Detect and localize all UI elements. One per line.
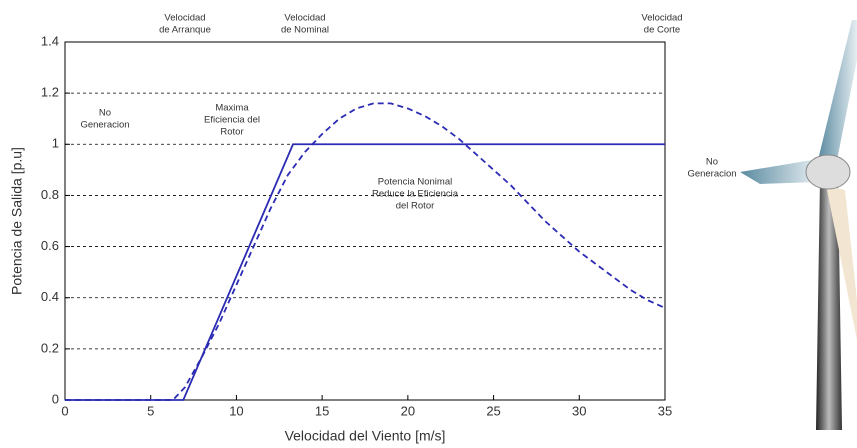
turbine-illustration [740, 20, 857, 430]
x-axis-label: Velocidad del Viento [m/s] [285, 428, 446, 444]
annotation: de Nominal [281, 25, 329, 36]
annotation: Potencia Nonimal [378, 177, 452, 188]
y-tick-label: 0.2 [41, 340, 59, 355]
annotation: No [99, 108, 111, 119]
annotation: de Arranque [159, 25, 211, 36]
annotation: Reduce la Eficiencia [372, 189, 459, 200]
plot-frame [64, 41, 666, 401]
annotation: Velocidad [284, 13, 325, 24]
annotation: Generacion [687, 169, 736, 180]
series-line [65, 102, 666, 401]
x-tick-label: 10 [229, 403, 243, 418]
y-tick-label: 0 [52, 391, 59, 406]
annotation: Velocidad [641, 13, 682, 24]
x-tick-label: 35 [658, 403, 672, 418]
x-tick-label: 0 [61, 403, 68, 418]
x-tick-label: 20 [401, 403, 415, 418]
y-axis-label: Potencia de Salida [p.u] [9, 147, 25, 295]
annotation: Maxima [215, 103, 249, 114]
y-tick-label: 0.4 [41, 289, 59, 304]
annotation: Velocidad [164, 13, 205, 24]
y-tick-label: 0.8 [41, 187, 59, 202]
annotation: de Corte [644, 25, 680, 36]
series-line [65, 143, 665, 401]
y-tick-label: 1.4 [41, 33, 59, 48]
x-tick-label: 25 [486, 403, 500, 418]
annotation: No [706, 157, 718, 168]
annotation: Rotor [220, 127, 243, 138]
y-tick-label: 1.2 [41, 85, 59, 100]
y-tick-label: 1 [52, 136, 59, 151]
y-tick-label: 0.6 [41, 238, 59, 253]
x-tick-label: 30 [572, 403, 586, 418]
x-tick-label: 5 [147, 403, 154, 418]
x-tick-label: 15 [315, 403, 329, 418]
annotation: Eficiencia del [204, 115, 260, 126]
annotation: del Rotor [396, 201, 435, 212]
annotation: Generacion [80, 120, 129, 131]
